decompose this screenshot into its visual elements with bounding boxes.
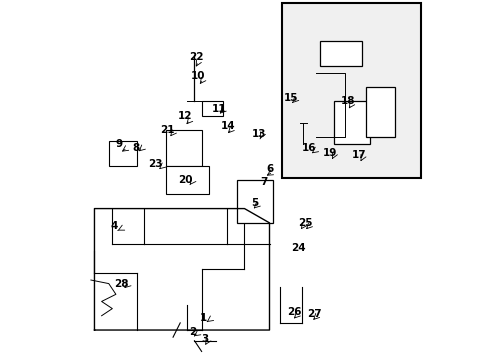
Bar [333, 102, 369, 144]
Text: 7: 7 [260, 177, 267, 187]
Text: 17: 17 [351, 150, 366, 160]
Bar [165, 166, 208, 194]
Bar [165, 130, 201, 166]
Text: 14: 14 [221, 121, 235, 131]
Text: 3: 3 [201, 334, 208, 344]
Text: 11: 11 [212, 104, 226, 113]
Text: 12: 12 [178, 111, 192, 121]
Text: 1: 1 [200, 312, 206, 323]
Bar [237, 180, 272, 223]
Text: 16: 16 [301, 143, 315, 153]
Bar [319, 41, 362, 66]
Text: 5: 5 [251, 198, 258, 208]
Text: 25: 25 [297, 218, 312, 228]
Text: 26: 26 [286, 307, 301, 317]
Bar [108, 141, 137, 166]
Text: 19: 19 [323, 148, 337, 158]
Text: 9: 9 [116, 139, 123, 149]
Text: 18: 18 [340, 96, 355, 107]
Text: 4: 4 [110, 221, 118, 231]
Text: 13: 13 [251, 129, 265, 139]
Text: 10: 10 [190, 71, 205, 81]
Text: 6: 6 [265, 164, 273, 174]
Text: 22: 22 [189, 52, 203, 62]
Text: 21: 21 [160, 125, 175, 135]
Text: 24: 24 [290, 243, 305, 253]
Text: 15: 15 [283, 93, 298, 103]
Text: 2: 2 [189, 327, 196, 337]
Text: 27: 27 [306, 309, 321, 319]
Text: 20: 20 [178, 175, 192, 185]
Text: 23: 23 [148, 159, 162, 169]
Text: 8: 8 [132, 143, 139, 153]
Text: 28: 28 [114, 279, 128, 289]
Bar [365, 87, 394, 137]
Bar [282, 3, 421, 178]
Bar [201, 102, 223, 116]
